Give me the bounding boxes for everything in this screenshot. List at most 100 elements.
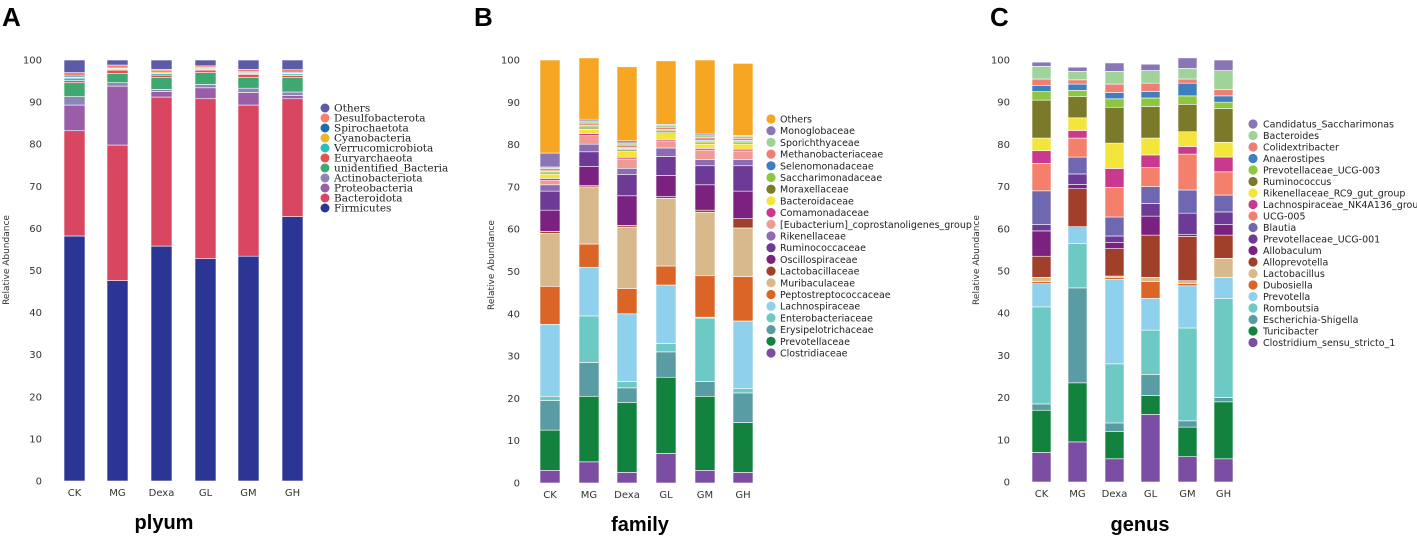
legend-item: Clostridiaceae [766, 348, 848, 360]
bar-stack-ck [63, 59, 86, 482]
bar-segment [1104, 422, 1125, 432]
bar-segment [1140, 395, 1161, 415]
y-tick-label: 0 [36, 477, 42, 488]
bar-segment [237, 74, 260, 78]
legend-item: unidentified_Bacteria [320, 163, 448, 175]
legend-swatch [1248, 119, 1258, 129]
legend-swatch [1248, 211, 1258, 221]
legend-swatch [766, 289, 776, 300]
bar-segment [616, 387, 638, 403]
legend-item: Ruminococcaceae [766, 243, 866, 254]
legend-item: Peptostreptococcaceae [766, 289, 891, 301]
x-tick-label: GM [697, 490, 713, 501]
bar-segment [1177, 327, 1198, 422]
bar-segment [1177, 420, 1198, 428]
bar-segment [578, 461, 600, 484]
bar-segment [578, 120, 600, 124]
legend-swatch [766, 348, 776, 358]
y-tick-label: 0 [1004, 478, 1010, 489]
bar-segment [578, 151, 600, 167]
bar-segment [1067, 243, 1088, 289]
bar-segment [1140, 97, 1161, 107]
bar-segment [1140, 91, 1161, 99]
bar-segment [1067, 90, 1088, 98]
bar-segment [1067, 382, 1088, 443]
bar-segment [539, 180, 561, 186]
bar-segment [194, 59, 217, 67]
bar-segment [1104, 216, 1125, 237]
legend-label: unidentified_Bacteria [334, 163, 448, 175]
bar-segment [150, 77, 173, 90]
legend-swatch [1248, 337, 1258, 348]
bar-segment [1067, 226, 1088, 244]
bar-segment [616, 140, 638, 144]
y-tick-label: 40 [507, 309, 520, 320]
legend-swatch [320, 103, 330, 113]
bar-segment [1177, 456, 1198, 483]
legend-label: Romboutsia [1263, 304, 1319, 315]
bar-segment [1177, 236, 1198, 282]
x-tick-label: Dexa [614, 490, 640, 501]
bar-segment [655, 453, 677, 484]
bar-segment [106, 280, 129, 482]
legend-item: Monoglobaceae [766, 126, 855, 137]
bar-segment [539, 173, 561, 179]
legend-item: Turicibacter [1248, 326, 1318, 338]
bar-segment [539, 178, 561, 181]
bar-segment [1213, 298, 1234, 398]
bar-segment [578, 122, 600, 126]
legend-label: Escherichia-Shigella [1263, 315, 1358, 326]
bar-stack-dexa [1104, 62, 1125, 483]
bar-segment [655, 60, 677, 125]
bar-segment [1067, 173, 1088, 185]
y-axis-title: Relative Abundance [487, 220, 497, 310]
bar-segment [194, 98, 217, 260]
bar-segment [281, 75, 304, 78]
bar-segment [106, 73, 129, 84]
bar-segment [194, 258, 217, 482]
y-tick-label: 20 [997, 393, 1010, 404]
legend-swatch [766, 243, 776, 253]
bar-segment [1140, 203, 1161, 217]
bar-segment [694, 165, 716, 186]
bar-segment [539, 168, 561, 172]
legend-label: Bacteroidaceae [780, 196, 854, 207]
legend-swatch [1248, 222, 1258, 233]
legend-label: Methanobacteriaceae [780, 150, 883, 161]
bar-segment [578, 266, 600, 317]
bar-segment [106, 82, 129, 87]
legend-swatch [766, 126, 776, 136]
bar-segment [194, 84, 217, 89]
bar-segment [1213, 258, 1234, 278]
legend-item: Enterobacteriaceae [766, 313, 873, 324]
bar-segment [1177, 82, 1198, 97]
bar-segment [1177, 153, 1198, 191]
y-tick-label: 70 [507, 182, 520, 193]
bar-segment [1104, 279, 1125, 365]
x-tick-label: MG [1069, 489, 1085, 500]
bar-segment [281, 216, 304, 482]
bar-segment [616, 150, 638, 158]
bar-stack-gh [1213, 59, 1234, 483]
legend-label: Turicibacter [1262, 327, 1318, 338]
bar-segment [694, 275, 716, 318]
bar-segment [1213, 59, 1234, 71]
legend-swatch [766, 172, 776, 183]
bar-segment [732, 422, 754, 473]
bar-segment [1104, 242, 1125, 249]
bar-segment [616, 142, 638, 146]
bar-segment [1067, 184, 1088, 190]
y-tick-label: 80 [507, 140, 520, 151]
bar-segment [1031, 224, 1052, 232]
legend-swatch [320, 133, 330, 143]
bar-segment [1031, 452, 1052, 483]
legend-item: Ruminococcus [1248, 176, 1331, 188]
bar-segment [539, 286, 561, 325]
bar-stack-ck [539, 59, 561, 484]
legend-label: Lachnospiraceae_NK4A136_group [1263, 200, 1417, 211]
legend-item: Lactobacillus [1248, 268, 1325, 280]
bar-stack-mg [578, 57, 600, 484]
bar-segment [732, 190, 754, 219]
legend-item: Verrucomicrobiota [320, 143, 433, 155]
bar-segment [578, 133, 600, 137]
